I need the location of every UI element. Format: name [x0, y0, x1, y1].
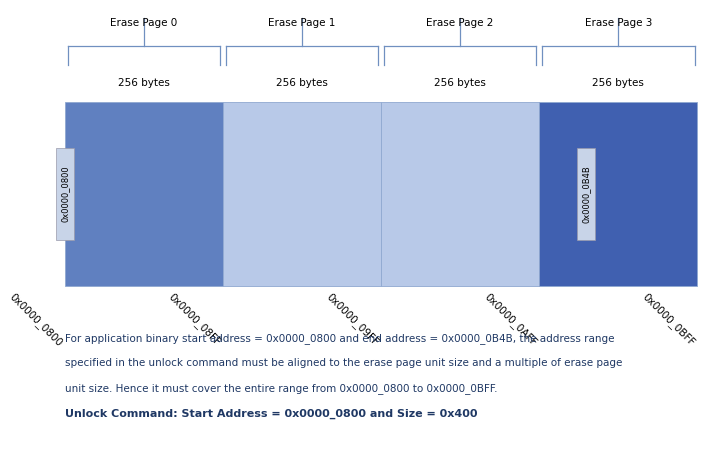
Text: 0x0000_0800: 0x0000_0800: [7, 291, 65, 348]
Bar: [65, 102, 223, 286]
Text: 256 bytes: 256 bytes: [118, 78, 170, 88]
Text: Erase Page 3: Erase Page 3: [585, 18, 652, 29]
Text: Unlock Command: Start Address = 0x0000_0800 and Size = 0x400: Unlock Command: Start Address = 0x0000_0…: [65, 409, 477, 419]
Text: Erase Page 1: Erase Page 1: [268, 18, 336, 29]
Text: 0x0000_0800: 0x0000_0800: [60, 166, 69, 222]
Text: 0x0000_09FF: 0x0000_09FF: [325, 291, 381, 347]
Text: 0x0000_08FF: 0x0000_08FF: [167, 291, 223, 347]
Text: Erase Page 2: Erase Page 2: [426, 18, 494, 29]
Bar: [539, 102, 697, 286]
Bar: [381, 102, 539, 286]
Text: Erase Page 0: Erase Page 0: [110, 18, 178, 29]
Text: 0x0000_0BFF: 0x0000_0BFF: [641, 291, 697, 348]
Text: 0x0000_0AFF: 0x0000_0AFF: [482, 291, 539, 348]
Text: specified in the unlock command must be aligned to the erase page unit size and : specified in the unlock command must be …: [65, 358, 622, 368]
Text: 0x0000_0B4B: 0x0000_0B4B: [582, 165, 590, 223]
Text: unit size. Hence it must cover the entire range from 0x0000_0800 to 0x0000_0BFF.: unit size. Hence it must cover the entir…: [65, 383, 498, 395]
Text: 256 bytes: 256 bytes: [434, 78, 486, 88]
Text: For application binary start address = 0x0000_0800 and end address = 0x0000_0B4B: For application binary start address = 0…: [65, 333, 614, 344]
Bar: [223, 102, 381, 286]
Bar: [577, 148, 595, 240]
Text: 256 bytes: 256 bytes: [592, 78, 644, 88]
Text: 256 bytes: 256 bytes: [276, 78, 328, 88]
Bar: [55, 148, 74, 240]
